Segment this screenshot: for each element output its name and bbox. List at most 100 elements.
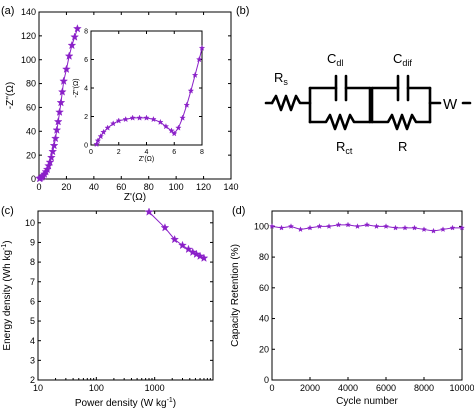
c-data-point	[184, 244, 193, 254]
c-y-tick-label: 6	[30, 297, 35, 307]
axis-title-superscript: -1	[167, 397, 173, 404]
a-inset-y-tick-label: 8	[84, 28, 88, 35]
a-main-data-point	[55, 107, 64, 116]
a-inset-y-tick-label: 0	[84, 142, 88, 149]
a-main-data-point	[67, 40, 77, 50]
a-main-x-tick-label: 40	[89, 182, 99, 192]
equivalent-circuit	[264, 74, 472, 131]
a-main-x-tick-label: 140	[223, 182, 238, 192]
d-x-axis-title: Cycle number	[336, 396, 398, 407]
axis-title-text: Cycle number	[336, 396, 398, 407]
a-inset-data-point	[143, 114, 150, 121]
capacitor-cdl-plates	[334, 74, 348, 102]
d-y-tick-label: 60	[259, 283, 269, 293]
a-main-x-tick-label: 120	[196, 182, 211, 192]
d-y-tick-label: 0	[264, 375, 269, 385]
a-inset-x-tick-label: 2	[117, 149, 121, 156]
axis-title-superscript: -1	[1, 244, 8, 250]
resistor-rs	[270, 94, 312, 112]
a-main-data-point	[53, 117, 63, 126]
a-inset-data-point	[115, 117, 122, 124]
a-inset-x-tick-label: 4	[145, 149, 149, 156]
d-data-point	[278, 224, 285, 231]
panel-label-c: (c)	[1, 205, 14, 217]
d-data-point	[268, 223, 276, 229]
c-y-tick-label: 3	[30, 355, 35, 365]
a-inset-data-point	[187, 87, 195, 94]
label-rs: Rs	[274, 70, 288, 87]
a-main-x-tick-label: 0	[36, 182, 41, 192]
a-inset-data-point	[94, 137, 102, 144]
a-inset-x-tick-label: 6	[172, 149, 176, 156]
c-y-tick-label: 2	[30, 375, 35, 385]
a-inset-data-point	[179, 114, 186, 121]
d-y-tick-label: 100	[254, 222, 269, 232]
c-y-tick-label: 4	[30, 336, 35, 346]
d-data-point	[344, 221, 352, 228]
d-data-point	[316, 223, 323, 229]
c-data-point	[160, 223, 170, 232]
a-inset-y-axis-title: -Z''(Ω)	[73, 78, 80, 97]
d-x-tick-label: 4000	[338, 383, 358, 393]
c-data-point	[199, 253, 209, 262]
a-main-y-tick-label: 20	[26, 150, 36, 160]
a-main-y-tick-label: 80	[26, 79, 36, 89]
c-x-axis-title: Power density (W kg-1)	[75, 397, 176, 409]
d-data-point	[439, 226, 447, 233]
a-main-y-tick-label: 120	[21, 31, 36, 41]
a-inset-data-point	[122, 115, 129, 123]
panel-label-b: (b)	[236, 5, 249, 17]
a-inset-x-tick-label: 0	[89, 149, 93, 156]
a-main-y-tick-label: 140	[21, 7, 36, 17]
a-inset-data-point	[97, 133, 104, 140]
a-main-plot-frame	[38, 11, 232, 180]
c-y-tick-label: 5	[30, 316, 35, 326]
a-inset-data-point	[168, 127, 175, 134]
d-data-point	[363, 221, 371, 228]
a-inset-data-point	[162, 123, 170, 130]
a-inset-data-point	[183, 101, 190, 108]
c-y-tick-label: 8	[30, 257, 35, 267]
c-data-point	[170, 234, 179, 244]
d-x-tick-label: 8000	[414, 383, 434, 393]
d-data-point	[458, 224, 466, 231]
d-data-point	[420, 226, 428, 233]
a-main-x-tick-label: 80	[144, 182, 154, 192]
a-main-y-tick-label: 100	[21, 55, 36, 65]
d-y-axis-title: Capacity Retention (%)	[230, 244, 241, 347]
axis-title-text: Z'(Ω)	[124, 192, 146, 203]
a-main-data-point	[64, 51, 74, 60]
a-inset-data-point	[136, 114, 143, 121]
d-data-point	[430, 227, 437, 234]
a-inset-data-point	[175, 124, 182, 131]
d-data-point	[449, 224, 456, 231]
d-data-point	[297, 226, 304, 233]
a-inset-data-point	[93, 140, 100, 148]
c-y-tick-label: 10	[25, 218, 35, 228]
a-main-data-point	[52, 125, 62, 134]
c-y-tick-label: 7	[30, 277, 35, 287]
a-inset-y-tick-label: 6	[84, 57, 88, 64]
c-data-point	[178, 240, 187, 250]
label-rct: Rct	[336, 139, 353, 156]
a-inset-data-point	[104, 124, 111, 131]
a-main-y-tick-label: 0	[31, 174, 36, 184]
a-inset-data-point	[157, 118, 164, 125]
d-data-point	[354, 223, 361, 229]
a-main-x-tick-label: 20	[61, 182, 71, 192]
a-inset-data-point	[171, 130, 178, 137]
c-data-point	[192, 249, 201, 258]
a-main-data-point	[70, 32, 80, 41]
d-data-point	[392, 224, 399, 231]
a-main-data-point	[59, 76, 69, 85]
d-x-tick-label: 10000	[449, 383, 474, 393]
c-data-point	[195, 251, 205, 260]
c-data-point	[144, 207, 154, 216]
a-inset-x-tick-label: 8	[200, 149, 204, 156]
axis-title-text: -Z''(Ω)	[5, 82, 16, 109]
label-cdl: Cdl	[327, 51, 343, 68]
a-inset-data-point	[198, 44, 206, 51]
a-main-data-point	[48, 146, 58, 156]
a-main-y-axis-title: -Z''(Ω)	[5, 82, 16, 109]
a-inset-data-point	[109, 120, 117, 127]
